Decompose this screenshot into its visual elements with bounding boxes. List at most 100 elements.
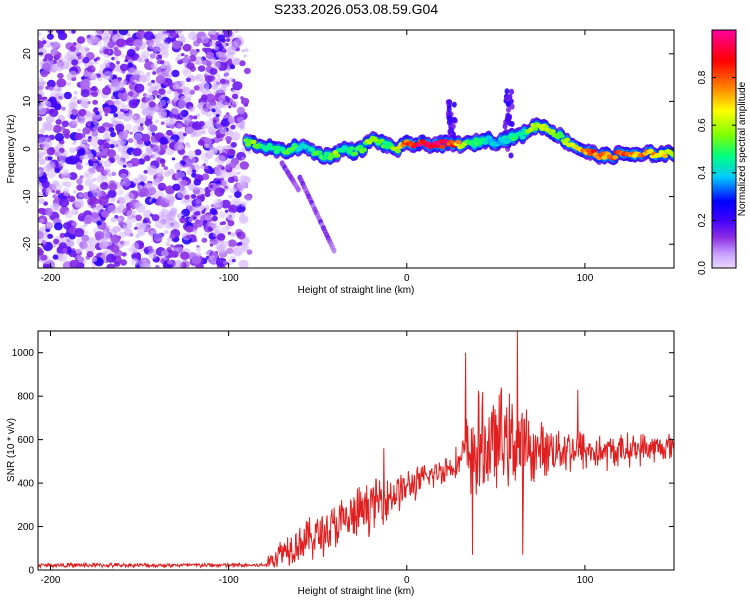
noise-blob [194,230,198,234]
noise-blob [58,32,67,40]
noise-blob [115,100,121,105]
ridge-core [361,148,367,152]
noise-blob [77,36,85,44]
noise-blob [74,91,78,95]
noise-blob [158,54,162,57]
noise-blob [216,74,220,78]
noise-blob [116,61,120,65]
noise-blob [156,75,166,84]
noise-blob [240,161,249,170]
noise-blob [98,196,108,205]
noise-blob [128,215,132,219]
noise-blob [170,117,177,124]
y-tick-label: 20 [22,48,33,60]
noise-blob [232,104,237,108]
noise-blob [102,87,111,95]
noise-blob [224,101,227,104]
noise-blob [50,41,58,48]
noise-blob [227,246,237,255]
noise-blob [127,163,133,168]
colorbar-label: Normalized spectral amplitude [737,81,748,216]
noise-blob [114,67,119,72]
x-tick-label: 100 [577,273,594,284]
noise-blob [114,56,119,60]
noise-blob [161,121,165,125]
noise-blob [151,80,155,84]
ridge-core [251,140,257,144]
noise-blob [185,56,191,61]
noise-blob [225,210,228,213]
noise-blob [209,185,213,189]
ridge-core [439,145,445,149]
noise-blob [35,82,45,91]
colorbar-tick-label: 0.2 [697,213,708,227]
ridge-core [352,151,358,155]
noise-blob [42,63,51,71]
noise-blob [220,222,224,226]
noise-blob [154,55,158,58]
noise-blob [244,195,249,200]
noise-blob [87,35,90,38]
noise-blob [72,109,79,115]
noise-blob [123,165,126,168]
noise-blob [123,97,128,101]
noise-blob [135,120,140,125]
noise-blob [174,162,182,170]
noise-blob [55,119,61,125]
noise-blob [237,181,247,190]
noise-blob [201,94,208,100]
noise-blob [245,48,249,52]
noise-blob [45,190,51,195]
noise-blob [210,244,213,247]
noise-blob [103,107,111,114]
noise-blob [196,247,201,252]
noise-blob [192,121,202,130]
noise-blob [175,57,180,62]
noise-blob [180,252,189,260]
noise-blob [187,145,191,149]
noise-blob [144,258,150,263]
colorbar-tick-label: 0.6 [697,118,708,132]
noise-blob [85,173,89,177]
noise-blob [172,184,180,191]
noise-blob [237,232,242,237]
noise-blob [152,90,158,96]
noise-blob [195,74,203,82]
noise-blob [117,227,122,231]
noise-blob [229,217,233,221]
noise-blob [188,151,196,159]
noise-blob [69,71,78,79]
noise-blob [141,134,150,142]
noise-blob [57,87,62,91]
noise-blob [124,59,128,62]
noise-blob [113,113,118,117]
noise-blob [59,198,69,207]
noise-blob [43,58,47,62]
noise-blob [56,190,61,195]
noise-blob [232,259,236,262]
y-tick-label: -20 [22,237,33,252]
noise-blob [202,238,208,243]
noise-blob [193,186,198,191]
noise-blob [164,166,169,170]
noise-blob [73,96,76,99]
noise-blob [35,94,42,101]
noise-blob [114,49,122,56]
noise-blob [111,245,120,253]
noise-blob [76,184,83,191]
noise-blob [57,151,61,155]
noise-blob [155,119,159,123]
noise-blob [204,205,210,210]
noise-blob [103,134,110,141]
noise-blob [211,204,214,207]
noise-blob [78,116,86,124]
noise-blob [63,222,71,229]
noise-blob [211,255,215,258]
noise-blob [194,85,200,90]
ridge-core [322,156,328,160]
noise-blob [144,170,148,174]
noise-blob [208,227,213,231]
noise-blob [230,64,235,69]
noise-blob [191,194,196,199]
noise-blob [96,221,101,226]
